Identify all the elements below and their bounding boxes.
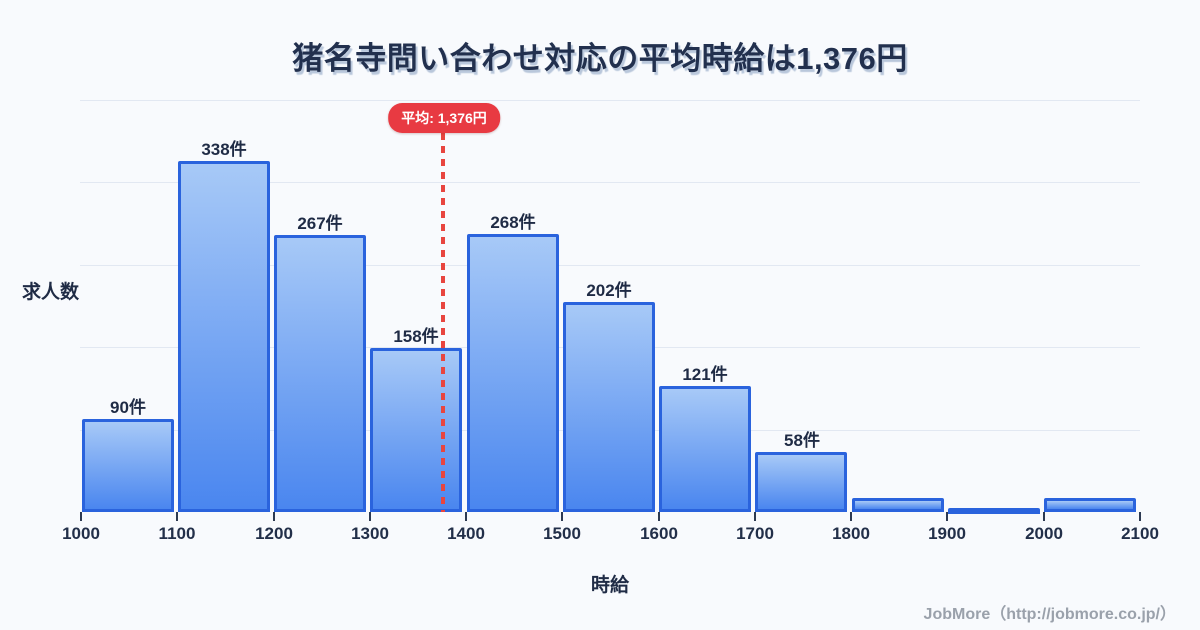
x-axis-tick-label: 1100 xyxy=(158,524,196,543)
x-axis-tick xyxy=(1139,512,1141,521)
x-axis-tick xyxy=(465,512,467,521)
x-axis-label: 時給 xyxy=(590,575,630,596)
bar-value-label: 202件 xyxy=(586,281,632,300)
average-badge: 平均: 1,376円 xyxy=(388,103,500,133)
x-axis-tick-label: 1000 xyxy=(62,524,100,543)
bar-value-label: 158件 xyxy=(393,327,439,346)
gridline xyxy=(80,265,1140,266)
x-axis-tick xyxy=(946,512,948,521)
x-axis-tick-label: 1800 xyxy=(832,524,870,543)
x-axis-tick xyxy=(80,512,82,521)
histogram-bar xyxy=(755,452,847,512)
histogram-bar xyxy=(563,302,655,512)
bar-value-label: 121件 xyxy=(682,365,728,384)
x-axis-tick-label: 1700 xyxy=(736,524,774,543)
x-axis-tick xyxy=(369,512,371,521)
histogram-bar xyxy=(178,161,270,512)
histogram-bar xyxy=(948,508,1040,514)
x-axis-tick-label: 2000 xyxy=(1025,524,1063,543)
x-axis-tick xyxy=(658,512,660,521)
average-line xyxy=(441,133,445,512)
gridline xyxy=(80,182,1140,183)
x-axis-tick xyxy=(273,512,275,521)
histogram-bar xyxy=(274,235,366,512)
x-axis-tick xyxy=(1043,512,1045,521)
x-axis-tick xyxy=(176,512,178,521)
x-axis-tick-label: 1300 xyxy=(351,524,389,543)
x-axis-tick-label: 1600 xyxy=(640,524,678,543)
histogram-bar xyxy=(467,234,559,512)
footer-credit: JobMore（http://jobmore.co.jp/） xyxy=(923,606,1176,623)
bar-value-label: 268件 xyxy=(490,213,536,232)
histogram-bar xyxy=(370,348,462,512)
bar-value-label: 90件 xyxy=(110,398,146,417)
x-axis-tick xyxy=(754,512,756,521)
chart-title: 猪名寺問い合わせ対応の平均時給は1,376円 xyxy=(292,41,908,76)
gridline xyxy=(80,100,1140,101)
x-axis-tick-label: 2100 xyxy=(1121,524,1159,543)
x-axis-tick-label: 1200 xyxy=(255,524,293,543)
x-axis-tick xyxy=(850,512,852,521)
x-axis-tick-label: 1900 xyxy=(928,524,966,543)
histogram-bar xyxy=(659,386,751,512)
histogram-bar xyxy=(1044,498,1136,512)
y-axis-label: 求人数 xyxy=(22,282,80,303)
histogram-bar xyxy=(82,419,174,512)
x-axis-tick xyxy=(561,512,563,521)
bar-value-label: 338件 xyxy=(201,140,247,159)
bar-value-label: 58件 xyxy=(784,431,820,450)
x-axis-tick-label: 1400 xyxy=(447,524,485,543)
bar-value-label: 267件 xyxy=(297,214,343,233)
x-axis-tick-label: 1500 xyxy=(543,524,581,543)
histogram-bar xyxy=(852,498,944,512)
